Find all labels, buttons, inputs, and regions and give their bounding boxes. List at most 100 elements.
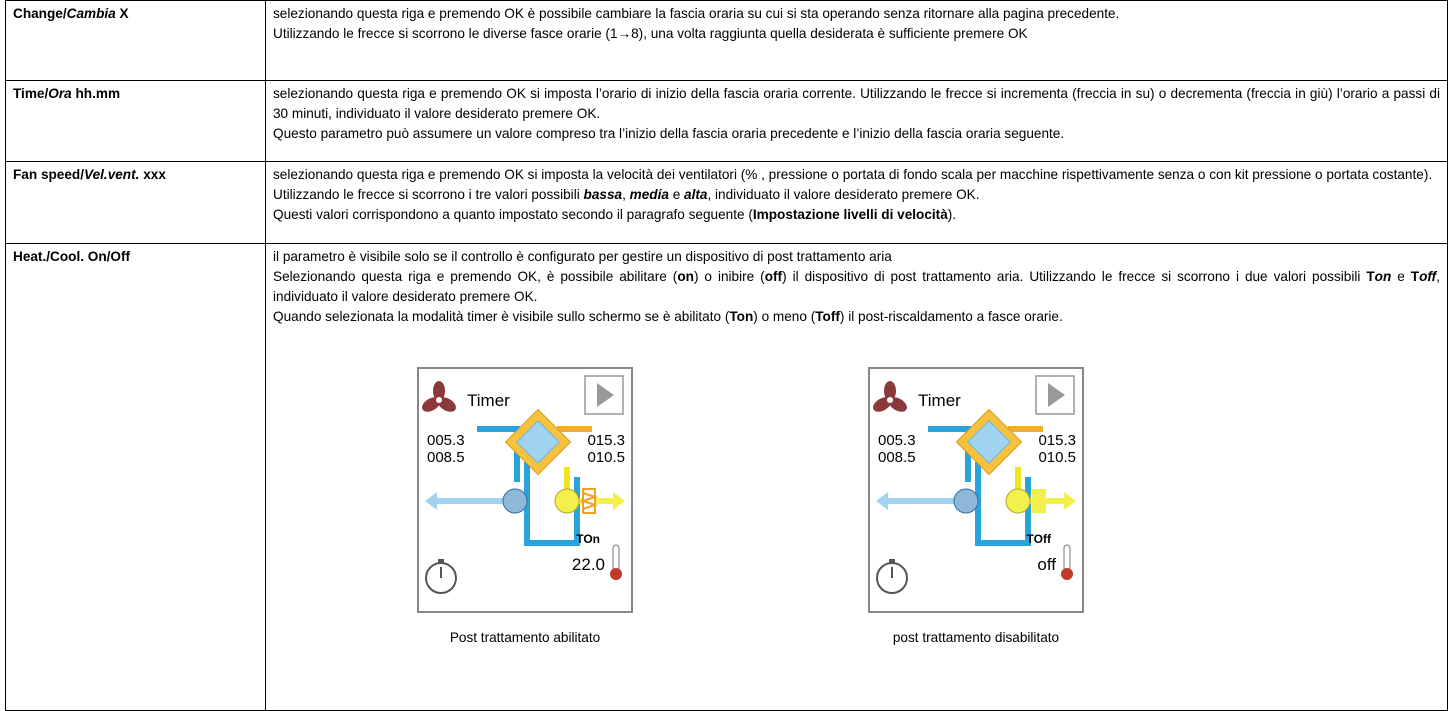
- text-run: X: [115, 6, 129, 21]
- paragraph: selezionando questa riga e premendo OK è…: [273, 4, 1440, 24]
- temperature-value: off: [1037, 555, 1056, 574]
- right-bottom-value: 010.5: [587, 449, 625, 466]
- parameter-description: selezionando questa riga e premendo OK s…: [265, 80, 1448, 162]
- text-run: Utilizzando le frecce si scorrono i tre …: [273, 187, 584, 202]
- text-run: Change/: [13, 6, 67, 21]
- supply-arrow-head: [613, 492, 625, 510]
- figure-caption: post trattamento disabilitato: [892, 630, 1060, 645]
- figure-area: Timer 005.3 008.5 015.3 010.5 TOn 22.0 Post tra…: [273, 327, 1440, 657]
- exhaust-fan: [953, 488, 979, 514]
- text-run: on: [1374, 269, 1392, 284]
- paragraph: Selezionando questa riga e premendo OK, …: [273, 267, 1440, 307]
- paragraph: Utilizzando le frecce si scorrono le div…: [273, 24, 1440, 44]
- text-run: Time/: [13, 86, 49, 101]
- supply-fan: [1005, 488, 1031, 514]
- fan-blade: [422, 397, 441, 412]
- text-run: ) o meno (: [753, 309, 816, 324]
- paragraph: Questi valori corrispondono a quanto imp…: [273, 205, 1440, 225]
- right-top-value: 015.3: [587, 432, 625, 449]
- text-run: Toff: [815, 309, 840, 324]
- figure-caption: Post trattamento abilitato: [449, 630, 601, 645]
- exhaust-fan: [502, 488, 528, 514]
- parameter-label: Heat./Cool. On/Off: [5, 243, 266, 711]
- heater-coil: [579, 492, 599, 510]
- text-run: Questi valori corrispondono a quanto imp…: [273, 207, 753, 222]
- paragraph: Quando selezionata la modalità timer è v…: [273, 307, 1440, 327]
- heat-exchanger-core: [967, 420, 1011, 464]
- paragraph: selezionando questa riga e premendo OK s…: [273, 84, 1440, 124]
- left-top-value: 005.3: [878, 432, 916, 449]
- left-top-value: 005.3: [427, 432, 465, 449]
- text-run: Quando selezionata la modalità timer è v…: [273, 309, 730, 324]
- parameter-description: selezionando questa riga e premendo OK è…: [265, 0, 1448, 81]
- parameter-label: Change/Cambia X: [5, 0, 266, 81]
- text-run: Utilizzando le frecce si scorrono le div…: [273, 26, 1028, 41]
- text-run: alta: [684, 187, 708, 202]
- supply-duct: [477, 426, 520, 482]
- text-run: Heat./Cool. On/Off: [13, 249, 131, 264]
- paragraph: Utilizzando le frecce si scorrono i tre …: [273, 185, 1440, 205]
- text-run: on: [677, 269, 694, 284]
- text-run: ) il dispositivo di post trattamento ari…: [782, 269, 1367, 284]
- text-run: T: [1410, 269, 1420, 284]
- text-run: , individuato il valore desiderato preme…: [707, 187, 980, 202]
- text-run: il parametro è visibile solo se il contr…: [273, 249, 892, 264]
- fan-blade: [888, 397, 907, 412]
- text-run: xxx: [139, 167, 166, 182]
- paragraph: Questo parametro può assumere un valore …: [273, 124, 1440, 144]
- status-label: TOn: [576, 532, 600, 546]
- heat-exchanger-core: [516, 420, 560, 464]
- text-run: ) il post-riscaldamento a fasce orarie.: [839, 309, 1063, 324]
- text-run: ) o inibire (: [693, 269, 765, 284]
- text-run: ,: [622, 187, 630, 202]
- right-bottom-value: 010.5: [1038, 449, 1076, 466]
- thermometer-bulb: [1061, 568, 1073, 580]
- text-run: off: [1419, 269, 1437, 284]
- text-run: Selezionando questa riga e premendo OK, …: [273, 269, 678, 284]
- text-run: Cambia: [66, 6, 116, 21]
- text-run: Impostazione livelli di velocità: [752, 207, 948, 222]
- text-run: hh.mm: [71, 86, 121, 101]
- text-run: off: [764, 269, 783, 284]
- fan-icon: [873, 381, 907, 412]
- left-bottom-value: 008.5: [878, 449, 916, 466]
- thermometer-tube: [1063, 544, 1071, 572]
- text-run: Ton: [729, 309, 754, 324]
- table-row: Heat./Cool. On/Off il parametro è visibil…: [5, 243, 1448, 711]
- text-run: selezionando questa riga e premendo OK è…: [273, 6, 1120, 21]
- post-heater: [1032, 489, 1046, 513]
- thermometer-bulb: [610, 568, 622, 580]
- text-run: Vel.vent.: [84, 167, 140, 182]
- parameter-label: Fan speed/Vel.vent. xxx: [5, 161, 266, 244]
- exhaust-arrow-head: [425, 492, 437, 510]
- text-run: bassa: [583, 187, 623, 202]
- text-run: e: [668, 187, 685, 202]
- text-run: e: [1391, 269, 1411, 284]
- parameter-description: selezionando questa riga e premendo OK s…: [265, 161, 1448, 244]
- text-run: Ora: [48, 86, 72, 101]
- supply-duct: [928, 426, 971, 482]
- text-run: Fan speed/: [13, 167, 85, 182]
- supply-arrow-head: [1064, 492, 1076, 510]
- exhaust-arrow-head: [876, 492, 888, 510]
- left-bottom-value: 008.5: [427, 449, 465, 466]
- clock-top: [438, 559, 444, 563]
- text-run: , individuato il valore desiderato preme…: [273, 269, 1440, 304]
- parameter-label: Time/Ora hh.mm: [5, 80, 266, 162]
- text-run: selezionando questa riga e premendo OK s…: [273, 86, 1440, 121]
- fan-blade: [433, 381, 445, 401]
- supply-fan: [554, 488, 580, 514]
- right-top-value: 015.3: [1038, 432, 1076, 449]
- clock-top: [889, 559, 895, 563]
- table-row: Time/Ora hh.mm selezionando questa riga e…: [5, 80, 1448, 162]
- fan-icon: [422, 381, 456, 412]
- text-run: Questo parametro può assumere un valore …: [273, 126, 1065, 141]
- thermometer-tube: [612, 544, 620, 572]
- play-icon: [597, 383, 614, 407]
- temperature-value: 22.0: [572, 555, 605, 574]
